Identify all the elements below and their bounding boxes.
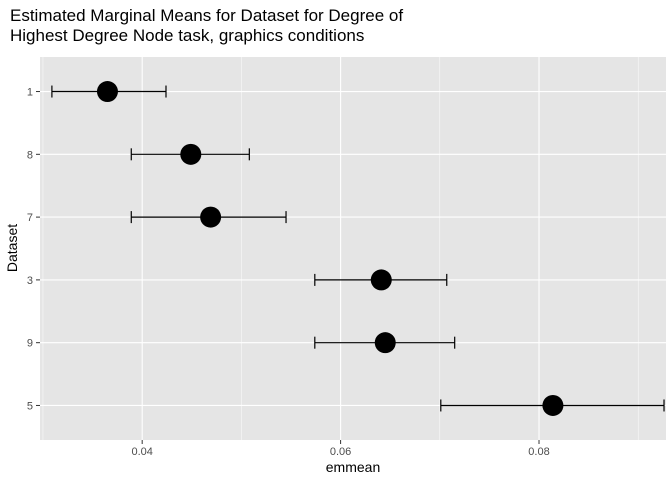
x-tick-label: 0.06 bbox=[330, 446, 351, 458]
plot-panel bbox=[40, 57, 666, 440]
point-dataset-8 bbox=[180, 143, 202, 165]
point-dataset-9 bbox=[374, 332, 396, 354]
axes: 0.04 0.06 0.08 1 8 7 3 9 5 bbox=[27, 87, 550, 458]
y-tick-label: 5 bbox=[27, 400, 33, 412]
y-tick-label: 1 bbox=[27, 87, 33, 99]
data-marks bbox=[51, 81, 665, 416]
y-tick-label: 3 bbox=[27, 275, 33, 287]
y-tick-label: 9 bbox=[27, 338, 33, 350]
x-axis-title: emmean bbox=[326, 459, 380, 475]
y-tick-label: 8 bbox=[27, 149, 33, 161]
x-tick-label: 0.08 bbox=[528, 446, 549, 458]
point-dataset-5 bbox=[542, 394, 564, 416]
point-dataset-1 bbox=[96, 81, 118, 103]
point-dataset-7 bbox=[200, 206, 222, 228]
y-axis-title: Dataset bbox=[4, 224, 20, 272]
chart-title-line-2: Highest Degree Node task, graphics condi… bbox=[10, 26, 364, 45]
chart-title-line-1: Estimated Marginal Means for Dataset for… bbox=[10, 6, 403, 25]
point-dataset-3 bbox=[370, 269, 392, 291]
y-tick-label: 7 bbox=[27, 212, 33, 224]
x-tick-label: 0.04 bbox=[131, 446, 152, 458]
